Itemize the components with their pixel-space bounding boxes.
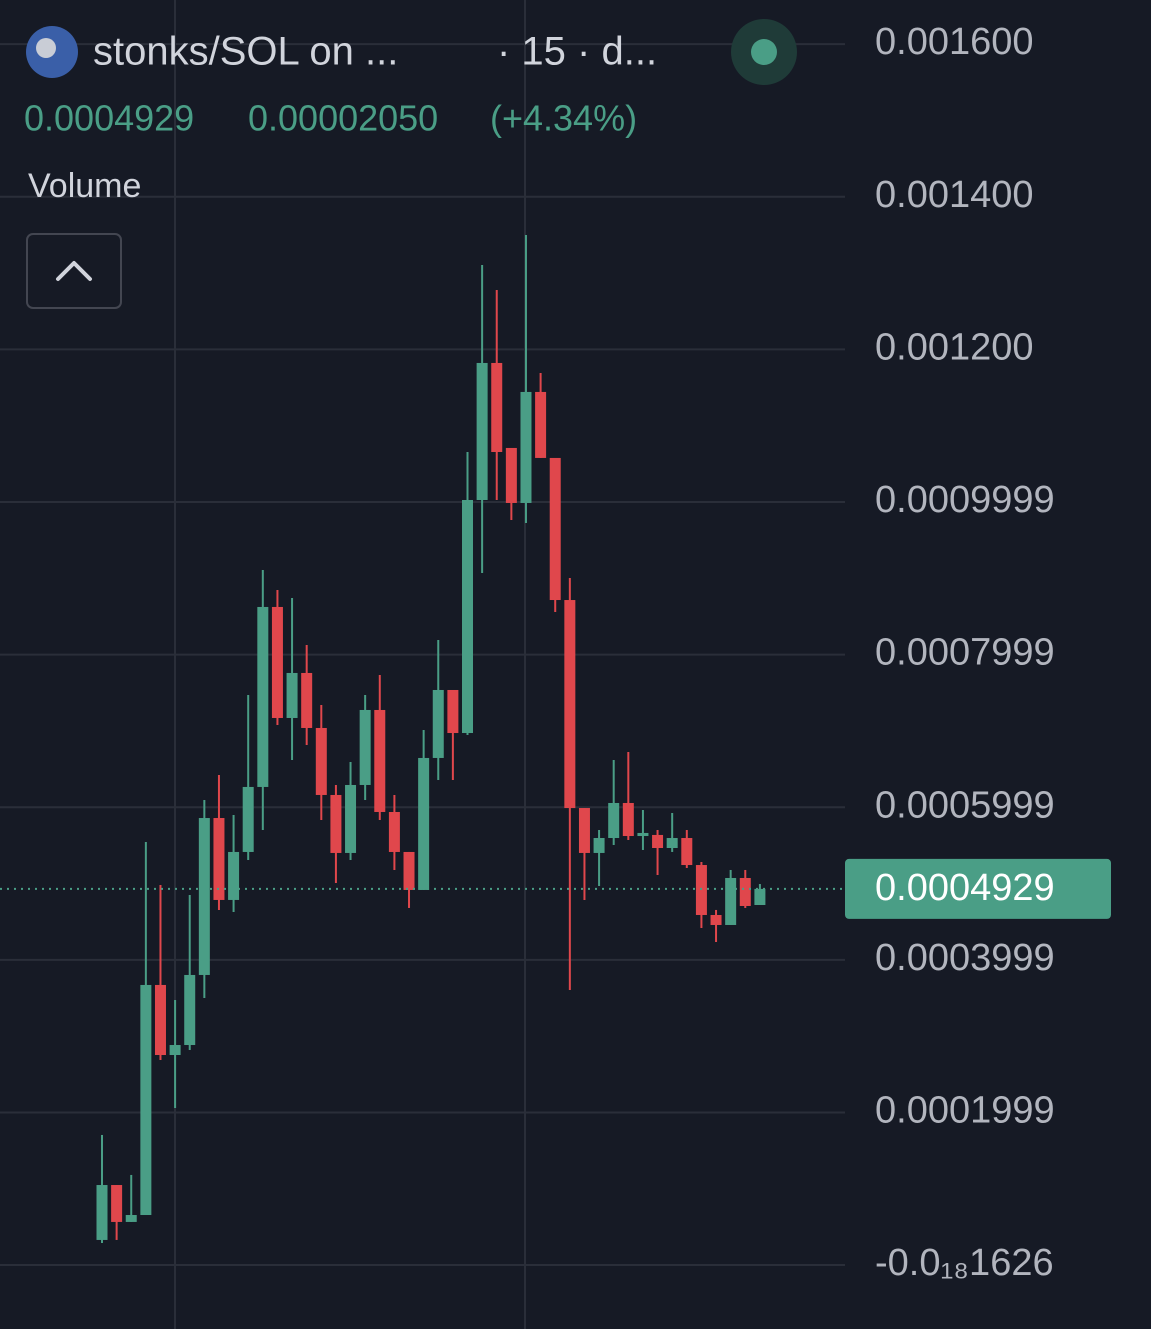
candle-body (535, 391, 547, 458)
candle-body (403, 851, 415, 890)
symbol-title: stonks/SOL on ... (93, 30, 398, 74)
candle-body (125, 1215, 137, 1222)
candle-body (271, 606, 283, 718)
candle-body (608, 802, 620, 839)
candle-body (388, 811, 400, 852)
y-axis: 0.001600 0.001400 0.001200 0.0009999 0.00079… (845, 21, 1111, 1284)
chevron-up (56, 261, 92, 281)
symbol-icon-figure (36, 38, 56, 58)
candle-body (520, 391, 532, 503)
candle-body (374, 709, 386, 812)
candle-body (725, 877, 737, 925)
y-tick-label: 0.0003999 (875, 937, 1055, 979)
price-change-pct: (+4.34%) (490, 98, 637, 139)
candle-body (754, 888, 766, 905)
candle-body (198, 818, 210, 975)
candle-body (154, 984, 166, 1056)
last-price: 0.0004929 (24, 98, 194, 139)
candle-body (359, 709, 371, 785)
candle-body (476, 362, 488, 500)
candle-body (330, 794, 342, 853)
y-tick-label: 0.001400 (875, 174, 1034, 216)
y-tick-label: 0.0001999 (875, 1089, 1055, 1131)
candle-body (213, 818, 225, 900)
status-dot (751, 39, 777, 65)
candles (0, 235, 845, 1244)
candle-body (578, 808, 590, 853)
interval: · 15 · d... (497, 30, 657, 74)
indicator-label: Volume (28, 167, 141, 205)
candle-body (96, 1185, 108, 1240)
y-tick-label: -0.0₁₈1626 (875, 1242, 1054, 1284)
candle-body (242, 786, 254, 852)
candle-body (593, 838, 605, 853)
candle-body (286, 672, 298, 718)
y-tick-label: 0.0007999 (875, 632, 1055, 674)
price-change: 0.00002050 (248, 98, 438, 139)
candle-body (432, 689, 444, 758)
candle-body (666, 838, 678, 849)
candle-body (549, 457, 561, 601)
candle-body (491, 362, 503, 453)
candle-body (184, 974, 196, 1046)
candle-body (140, 984, 152, 1216)
collapse-button[interactable] (26, 233, 122, 309)
candle-body (257, 606, 269, 787)
candle-body (622, 802, 634, 837)
candle-body (564, 600, 576, 809)
candle-body (652, 834, 664, 849)
candle-body (228, 851, 240, 900)
candle-body (418, 757, 430, 890)
last-price-label: 0.0004929 (875, 867, 1055, 909)
candle-body (315, 727, 327, 795)
candle-body (462, 499, 473, 734)
y-tick-label: 0.0005999 (875, 784, 1055, 826)
candle-body (695, 865, 707, 915)
candle-body (681, 838, 693, 866)
candle-body (739, 877, 751, 906)
candle-body (505, 447, 517, 503)
y-tick-label: 0.001200 (875, 326, 1034, 368)
y-tick-label: 0.001600 (875, 21, 1034, 63)
candle-body (710, 914, 722, 925)
y-tick-label: 0.0009999 (875, 479, 1055, 521)
grid (0, 43, 845, 1266)
candle-body (301, 672, 313, 728)
last-price-tag (845, 858, 1111, 919)
candle-body (447, 689, 459, 734)
candle-body (637, 832, 649, 837)
candle-body (169, 1045, 181, 1056)
candle-body (345, 784, 357, 853)
candle-body (111, 1185, 123, 1222)
